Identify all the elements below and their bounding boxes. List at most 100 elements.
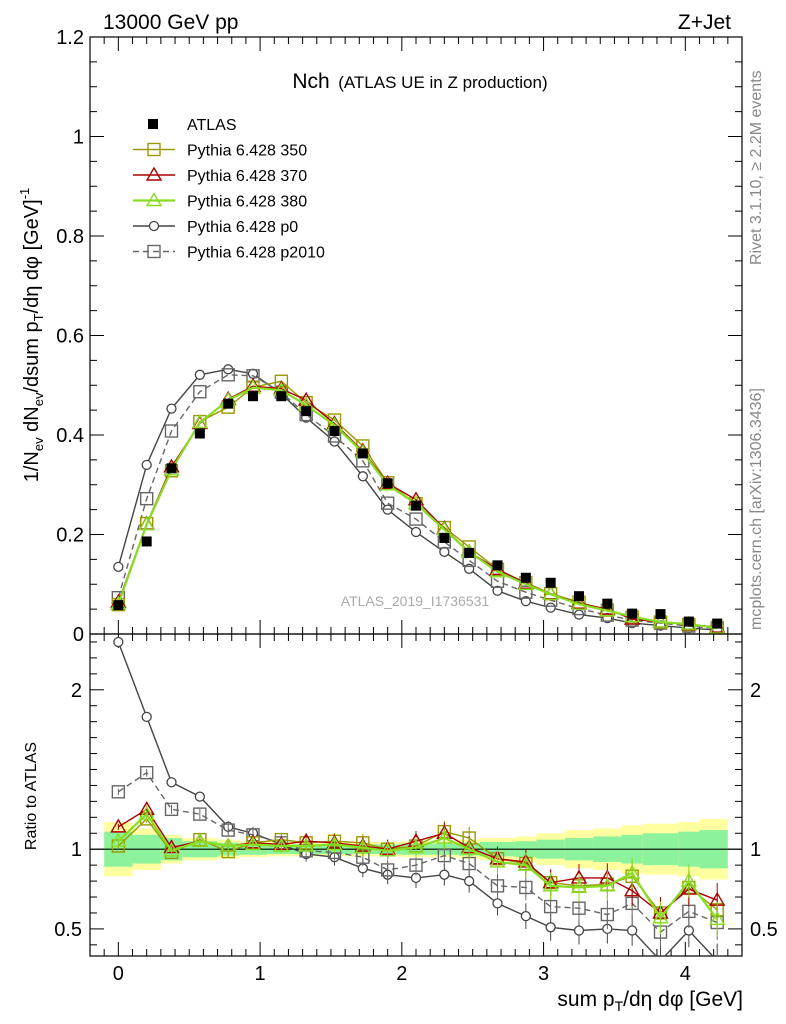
point-atlas xyxy=(248,391,258,402)
main-series xyxy=(110,364,726,634)
ratio-tick-label-right: 2 xyxy=(750,680,761,702)
point-pythia-6-428-p0 xyxy=(492,585,503,596)
legend-entry-pythia-6-428-p0: Pythia 6.428 p0 xyxy=(133,219,298,236)
y-tick-label: 0.6 xyxy=(56,326,84,348)
ratio-point-pythia-6-428-p2010 xyxy=(572,901,586,915)
point-atlas xyxy=(141,536,152,547)
legend-label: Pythia 6.428 p2010 xyxy=(187,245,325,262)
legend-marker xyxy=(145,166,163,181)
ratio-point-pythia-6-428-p2010 xyxy=(164,802,179,817)
point-atlas xyxy=(113,600,124,611)
legend-label: Pythia 6.428 380 xyxy=(187,194,307,211)
line-pythia-6-428-p2010 xyxy=(117,374,718,630)
header-left: 13000 GeV pp xyxy=(103,11,238,34)
point-pythia-6-428-p2010 xyxy=(409,512,423,526)
point-atlas xyxy=(683,616,694,627)
legend: ATLAS Pythia 6.428 350 Pythia 6.428 370 Pyt… xyxy=(133,117,325,262)
ratio-tick-label-right: 0.5 xyxy=(750,919,778,941)
ratio-point-pythia-6-428-p0 xyxy=(141,711,152,723)
point-pythia-6-428-p0 xyxy=(141,459,152,471)
legend-marker xyxy=(147,142,161,157)
ratio-point-pythia-6-428-p0 xyxy=(658,955,663,956)
ratio-point-pythia-6-428-380 xyxy=(379,842,396,857)
ratio-point-pythia-6-428-p2010 xyxy=(221,823,235,837)
mcplots-label: mcplots.cern.ch [arXiv:1306.3436] xyxy=(748,388,765,630)
point-pythia-6-428-380 xyxy=(138,516,155,531)
point-pythia-6-428-p0 xyxy=(410,526,422,538)
ratio-point-pythia-6-428-380 xyxy=(460,840,478,855)
point-pythia-6-428-p0 xyxy=(439,546,450,558)
ratio-point-pythia-6-428-380 xyxy=(244,836,262,851)
ratio-point-pythia-6-428-380 xyxy=(407,839,425,854)
ratio-point-pythia-6-428-p2010 xyxy=(543,899,558,914)
ratio-point-pythia-6-428-p2010 xyxy=(519,880,533,895)
point-pythia-6-428-p0 xyxy=(166,403,177,414)
legend-marker xyxy=(148,220,160,232)
ratio-point-pythia-6-428-370 xyxy=(623,882,641,897)
ratio-point-pythia-6-428-p0 xyxy=(520,910,531,922)
point-pythia-6-428-350 xyxy=(274,374,289,388)
ratio-point-pythia-6-428-380 xyxy=(623,864,641,879)
ratio-point-pythia-6-428-p0 xyxy=(545,922,556,933)
point-atlas xyxy=(329,426,340,437)
point-pythia-6-428-p0 xyxy=(545,602,556,613)
rivet-label: Rivet 3.1.10, ≥ 2.2M events xyxy=(748,70,765,265)
ratio-point-pythia-6-428-p2010 xyxy=(380,863,395,877)
legend-marker xyxy=(145,192,163,207)
point-atlas xyxy=(492,560,503,571)
y-tick-label: 1.2 xyxy=(56,27,84,49)
ratio-point-pythia-6-428-p2010 xyxy=(437,848,452,863)
point-atlas xyxy=(166,463,177,474)
point-pythia-6-428-380 xyxy=(542,585,559,600)
point-atlas xyxy=(602,598,613,609)
point-pythia-6-428-380 xyxy=(652,613,669,628)
point-atlas xyxy=(194,428,205,439)
legend-label: Pythia 6.428 350 xyxy=(187,143,307,160)
point-atlas xyxy=(357,448,368,459)
point-pythia-6-428-380 xyxy=(489,563,506,578)
point-pythia-6-428-p0 xyxy=(520,596,531,607)
ratio-tick-label: 0.5 xyxy=(54,919,82,941)
point-pythia-6-428-p0 xyxy=(194,369,205,380)
ratio-point-pythia-6-428-380 xyxy=(680,872,698,887)
legend-entry-atlas: ATLAS xyxy=(148,117,237,134)
legend-label: Pythia 6.428 370 xyxy=(187,168,307,185)
ratio-point-pythia-6-428-380 xyxy=(326,836,343,851)
ratio-point-pythia-6-428-370 xyxy=(110,818,127,833)
point-atlas xyxy=(439,532,450,543)
ratio-point-pythia-6-428-p2010 xyxy=(139,765,154,780)
point-pythia-6-428-380 xyxy=(191,414,209,429)
legend-marker xyxy=(147,244,161,259)
ratio-point-pythia-6-428-380 xyxy=(599,877,616,892)
point-pythia-6-428-380 xyxy=(599,602,616,617)
main-plot: 0 0.2 0.4 0.6 0.8 1 1.2 xyxy=(56,27,743,956)
ratio-point-pythia-6-428-p0 xyxy=(439,869,450,880)
ratio-point-pythia-6-428-p2010 xyxy=(600,907,615,922)
ratio-point-pythia-6-428-380 xyxy=(517,856,535,871)
ratio-point-pythia-6-428-p0 xyxy=(166,777,177,788)
legend-entry-pythia-6-428-370: Pythia 6.428 370 xyxy=(133,166,307,185)
point-atlas xyxy=(712,618,723,629)
ratio-point-pythia-6-428-p2010 xyxy=(193,807,207,821)
legend-label: Pythia 6.428 p0 xyxy=(187,219,298,236)
ratio-point-pythia-6-428-p0 xyxy=(715,955,720,956)
ratio-point-pythia-6-428-380 xyxy=(708,910,726,926)
point-pythia-6-428-p0 xyxy=(357,471,368,482)
analysis-watermark: ATLAS_2019_I1736531 xyxy=(341,593,490,609)
point-atlas xyxy=(655,609,666,620)
point-pythia-6-428-p2010 xyxy=(519,585,533,599)
ratio-point-pythia-6-428-p2010 xyxy=(111,785,126,799)
chart-title-main: Nch xyxy=(292,70,329,93)
point-atlas xyxy=(545,577,556,588)
x-tick-label: 1 xyxy=(255,963,266,985)
x-tick-label: 2 xyxy=(396,963,407,985)
ratio-point-pythia-6-428-p2010 xyxy=(490,879,505,893)
ratio-point-pythia-6-428-380 xyxy=(191,832,209,847)
ratio-point-pythia-6-428-p0 xyxy=(627,925,638,936)
ratio-point-pythia-6-428-380 xyxy=(273,837,290,852)
ratio-tick-label: 2 xyxy=(71,680,82,702)
ratio-point-pythia-6-428-380 xyxy=(436,829,453,844)
x-axis-label: sum pT/dη dφ [GeV] xyxy=(557,988,743,1014)
ratio-series xyxy=(110,636,726,956)
